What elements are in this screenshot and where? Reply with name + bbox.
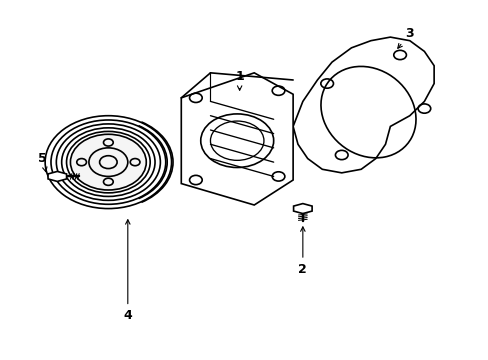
Text: 3: 3 xyxy=(397,27,413,48)
Text: 1: 1 xyxy=(235,70,244,90)
Polygon shape xyxy=(292,37,433,173)
Polygon shape xyxy=(293,203,311,213)
Text: 2: 2 xyxy=(298,227,306,276)
Polygon shape xyxy=(186,80,283,202)
Ellipse shape xyxy=(70,134,146,190)
Polygon shape xyxy=(48,171,66,181)
Polygon shape xyxy=(181,73,292,205)
Text: 5: 5 xyxy=(38,152,47,172)
Text: 4: 4 xyxy=(123,220,132,322)
